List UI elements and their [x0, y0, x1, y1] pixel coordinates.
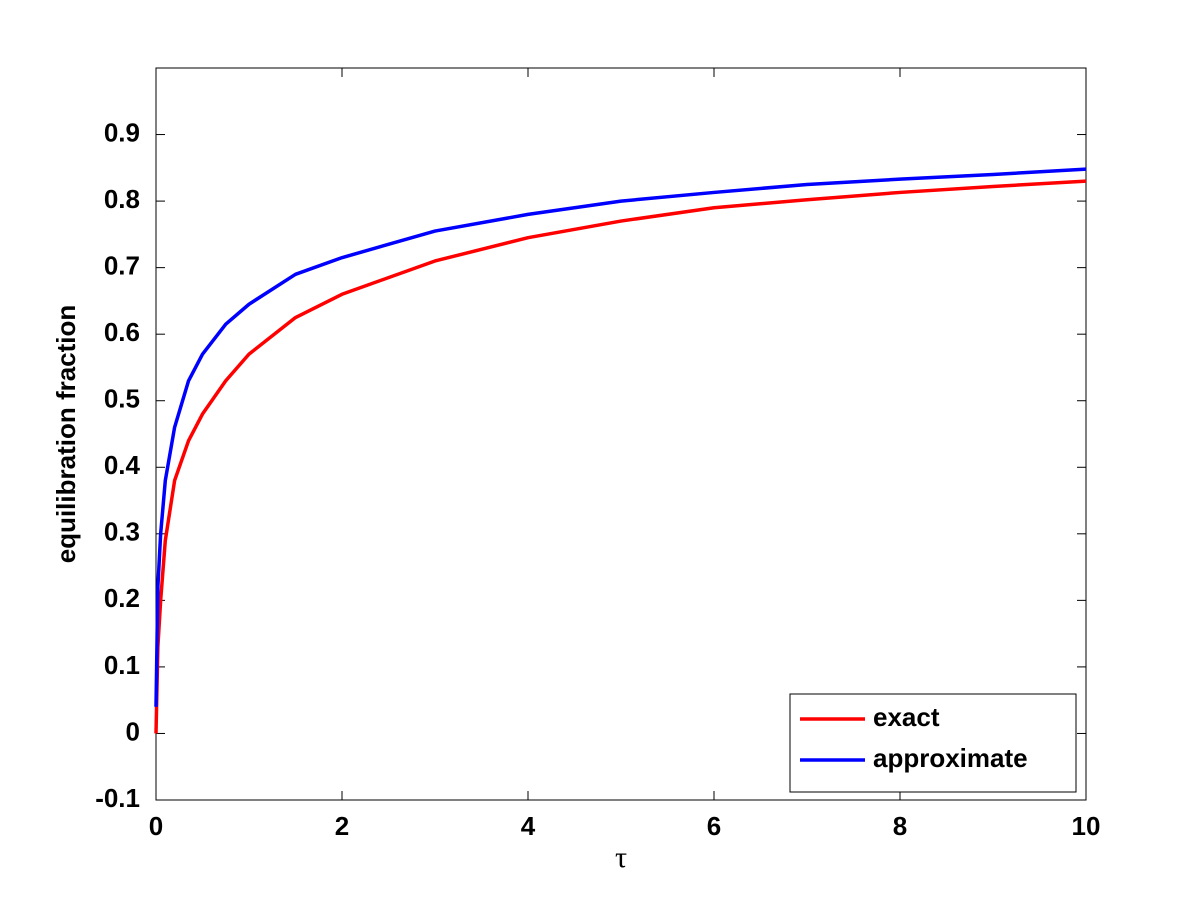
legend-label: exact — [873, 702, 940, 732]
legend-box — [789, 693, 1077, 793]
x-axis-label: τ — [615, 841, 627, 874]
y-tick-label: 0.1 — [104, 650, 140, 680]
y-tick-label: 0.6 — [104, 317, 140, 347]
line-series — [154, 179, 1087, 734]
y-tick-label: 0.2 — [104, 583, 140, 613]
y-axis-label: equilibration fraction — [51, 305, 81, 564]
x-tick-label: 0 — [149, 811, 163, 841]
x-tick-label: 6 — [707, 811, 721, 841]
legend-label: approximate — [873, 743, 1028, 773]
line-series — [154, 167, 1087, 707]
y-tick-label: 0.9 — [104, 117, 140, 147]
y-tick-label: -0.1 — [95, 783, 140, 813]
y-tick-label: 0 — [126, 716, 140, 746]
x-tick-label: 4 — [521, 811, 536, 841]
y-tick-label: 0.3 — [104, 517, 140, 547]
x-tick-label: 8 — [893, 811, 907, 841]
y-tick-label: 0.8 — [104, 184, 140, 214]
y-tick-label: 0.4 — [104, 450, 141, 480]
y-tick-label: 0.5 — [104, 384, 140, 414]
y-tick-label: 0.7 — [104, 251, 140, 281]
x-tick-label: 10 — [1072, 811, 1101, 841]
x-tick-label: 2 — [335, 811, 349, 841]
